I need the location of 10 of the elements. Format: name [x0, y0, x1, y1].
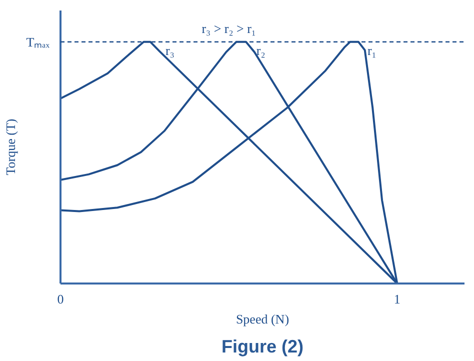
x-tick-label: 0 — [57, 292, 64, 306]
x-tick-label: 1 — [394, 292, 400, 306]
ref-line-label: Tₘₐₓ — [26, 34, 50, 50]
text: r₃ > r₂ > r₁ — [202, 20, 256, 36]
series-label: r₂ — [256, 42, 266, 58]
text: Figure (2) — [222, 336, 304, 356]
y-axis-title: Torque (T) — [3, 118, 18, 176]
series-label: r₁ — [367, 42, 376, 58]
series-label: r₃ — [165, 42, 174, 58]
x-axis-title: Speed (N) — [236, 312, 290, 326]
